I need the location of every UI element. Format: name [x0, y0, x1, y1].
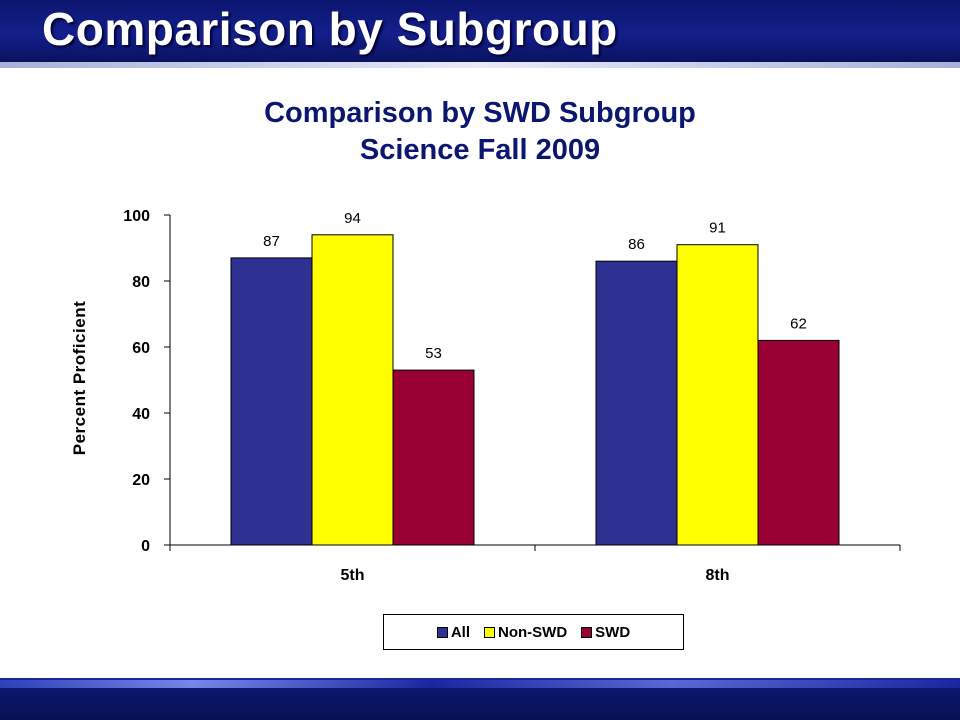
legend-item: All — [436, 623, 470, 641]
legend-swatch — [581, 626, 593, 638]
y-tick-label: 40 — [132, 406, 150, 423]
legend-swatch — [436, 626, 448, 638]
bar-all-5th — [230, 257, 313, 546]
legend-label: Non-SWD — [498, 623, 568, 641]
bar-all-8th — [595, 260, 678, 546]
bar-swd-8th — [757, 339, 840, 546]
legend-label: All — [450, 623, 470, 641]
chart-title: Comparison by SWD Subgroup — [264, 97, 696, 129]
data-label: 94 — [344, 210, 361, 227]
y-tick-label: 20 — [132, 472, 150, 489]
x-tick-label: 5th — [341, 567, 365, 584]
chart-subtitle: Science Fall 2009 — [359, 134, 601, 166]
y-tick-label: 100 — [123, 208, 150, 225]
legend-item: SWD — [581, 624, 630, 641]
y-tick-label: 0 — [141, 538, 150, 555]
legend-label: SWD — [595, 623, 631, 641]
data-label: 53 — [425, 345, 442, 362]
header-divider — [0, 62, 960, 68]
bar-non-swd-8th — [676, 244, 759, 546]
bar-non-swd-5th — [311, 234, 394, 546]
data-label: 86 — [628, 236, 645, 253]
footer-streak — [0, 680, 960, 688]
data-label: 62 — [790, 315, 807, 332]
y-tick-label: 80 — [132, 274, 150, 291]
slide-title: Comparison by Subgroup — [42, 3, 618, 55]
header-bar — [0, 0, 960, 62]
data-label: 91 — [709, 220, 726, 237]
x-tick-label: 8th — [706, 567, 730, 584]
data-label: 87 — [263, 233, 280, 250]
y-tick-label: 60 — [132, 340, 150, 357]
bar-swd-5th — [392, 369, 475, 546]
legend-swatch — [484, 626, 495, 638]
chart-legend: All Non-SWD SWD — [383, 614, 684, 650]
legend-item: Non-SWD — [484, 624, 567, 641]
